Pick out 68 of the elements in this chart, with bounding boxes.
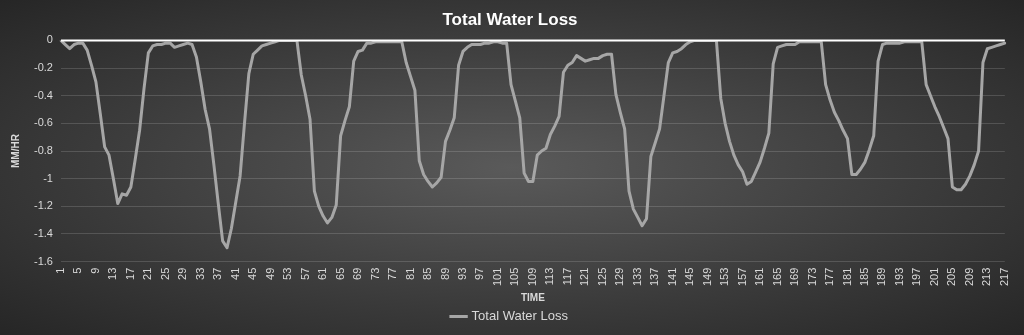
x-tick-label: 21 [141, 267, 154, 280]
x-tick-label: 101 [490, 267, 503, 287]
x-tick-label: 1 [53, 267, 66, 274]
x-tick-label: 49 [263, 267, 276, 280]
x-tick-label: 201 [927, 267, 940, 287]
x-tick-label: 5 [71, 267, 84, 274]
x-tick-label: 73 [368, 267, 381, 280]
x-tick-label: 61 [316, 267, 329, 280]
y-tick-label: 0 [46, 33, 53, 46]
x-tick-label: 161 [753, 267, 766, 287]
chart-title: Total Water Loss [442, 9, 578, 29]
x-tick-label: 133 [630, 267, 643, 287]
x-tick-label: 69 [351, 267, 364, 280]
y-tick-label: -1.4 [33, 227, 53, 240]
x-tick-label: 121 [578, 267, 591, 287]
x-tick-label: 93 [455, 267, 468, 280]
x-tick-label: 97 [473, 267, 486, 280]
x-tick-label: 209 [962, 267, 975, 287]
x-tick-label: 33 [193, 267, 206, 280]
x-tick-label: 145 [683, 267, 696, 287]
x-tick-label: 77 [386, 267, 399, 280]
x-tick-label: 29 [176, 267, 189, 280]
x-tick-label: 125 [595, 267, 608, 287]
x-tick-label: 173 [805, 267, 818, 287]
x-tick-label: 105 [508, 267, 521, 287]
y-tick-label: -1.2 [33, 199, 53, 212]
y-tick-label: -0.8 [33, 144, 53, 157]
x-tick-label: 213 [980, 267, 993, 287]
x-tick-label: 17 [123, 267, 136, 280]
x-tick-label: 89 [438, 267, 451, 280]
x-tick-label: 81 [403, 267, 416, 280]
x-tick-label: 217 [997, 267, 1010, 287]
y-tick-label: -0.4 [33, 88, 53, 101]
x-tick-label: 193 [892, 267, 905, 287]
y-tick-label: -0.2 [33, 61, 53, 74]
x-tick-label: 165 [770, 267, 783, 287]
x-tick-label: 153 [718, 267, 731, 287]
x-tick-label: 185 [858, 267, 870, 287]
x-axis-title: TIME [520, 291, 546, 303]
x-tick-label: 141 [665, 267, 678, 287]
x-tick-label: 37 [211, 267, 224, 280]
x-tick-label: 113 [543, 267, 556, 286]
legend-label: Total Water Loss [471, 308, 569, 324]
x-tick-label: 9 [88, 267, 101, 274]
y-axis-title: MM/HR [9, 133, 21, 168]
x-tick-label: 169 [788, 267, 801, 287]
x-tick-label: 57 [298, 267, 311, 280]
x-tick-label: 137 [648, 267, 661, 287]
x-tick-label: 117 [560, 267, 573, 286]
x-tick-label: 45 [246, 267, 259, 280]
x-tick-label: 129 [613, 267, 626, 287]
x-tick-label: 85 [421, 267, 434, 280]
x-tick-label: 157 [735, 267, 748, 287]
y-tick-label: -1 [43, 171, 53, 184]
y-tick-label: -1.6 [33, 254, 53, 267]
x-tick-label: 25 [158, 267, 171, 280]
x-tick-label: 181 [840, 267, 853, 287]
x-tick-label: 149 [700, 267, 713, 287]
x-tick-label: 177 [823, 267, 836, 287]
x-tick-label: 53 [281, 267, 294, 280]
y-tick-label: -0.6 [33, 116, 53, 129]
x-tick-label: 13 [106, 267, 119, 280]
x-tick-label: 65 [333, 267, 346, 280]
x-tick-label: 205 [945, 267, 958, 287]
x-tick-label: 197 [910, 267, 923, 287]
x-tick-label: 189 [875, 267, 888, 287]
x-tick-label: 41 [228, 267, 241, 280]
x-tick-label: 109 [525, 267, 538, 287]
